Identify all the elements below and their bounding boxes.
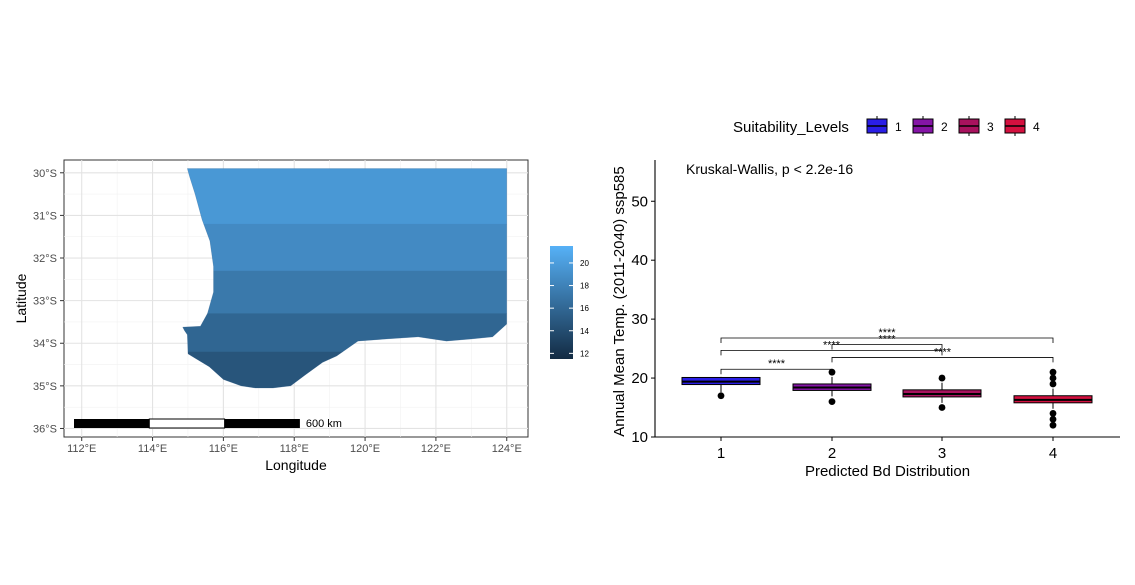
box-outlier [1049,410,1057,417]
box-y-tick-label: 30 [631,311,648,328]
map-band [182,223,507,272]
significance-bracket [720,337,1054,343]
box-outlier [1049,374,1057,382]
map-x-tick-label: 124°E [492,443,522,455]
significance-label: **** [934,346,952,358]
box-x-tick-label: 4 [1049,445,1057,462]
map-x-tick-label: 116°E [209,443,238,455]
map-y-axis-label: Latitude [13,273,29,323]
map-x-tick-label: 122°E [421,443,451,455]
box-y-tick-label: 50 [631,193,648,210]
colorbar-tick-label: 14 [580,327,589,336]
map-x-axis-label: Longitude [265,457,327,473]
significance-bracket [831,357,1054,363]
legend-title: Suitability_Levels [733,119,849,136]
map-y-tick-label: 31°S [33,210,57,222]
box-outlier [1049,380,1057,388]
box-outlier [1049,368,1057,376]
kruskal-wallis-annotation: Kruskal-Wallis, p < 2.2e-16 [686,161,853,177]
map-band [182,270,507,314]
map-panel: 600 km 112°E 114°E 116°E 118°E 120°E 122°E 124°… [13,159,589,473]
map-x-tick-label: 112°E [67,443,96,455]
map-band [182,168,507,225]
box-outlier [828,398,836,406]
map-y-tick-label: 36°S [33,423,57,435]
colorbar-tick-label: 16 [580,304,589,313]
map-x-tick-label: 120°E [350,443,380,455]
significance-bracket [720,349,943,356]
significance-bracket [831,344,943,350]
colorbar [550,246,573,359]
scalebar-label: 600 km [306,418,342,430]
colorbar-tick-label: 20 [580,259,589,268]
scalebar-segment [224,419,300,428]
boxplot-panel: 10 20 30 40 50 1 2 3 4 Predicted Bd Distribution A… [611,116,1120,480]
map-x-tick-label: 118°E [280,443,309,455]
colorbar-tick-label: 18 [580,282,589,291]
box-outlier [717,392,725,400]
significance-label: **** [768,358,786,370]
box-y-tick-label: 40 [631,252,648,269]
map-region-outline [182,168,507,389]
legend-label: 3 [987,120,994,134]
box-y-tick-label: 20 [631,370,648,387]
map-y-tick-label: 32°S [33,253,57,265]
legend-label: 1 [895,120,902,134]
scalebar-segment [74,419,150,428]
legend-label: 4 [1033,120,1040,134]
box-x-tick-label: 3 [938,445,946,462]
box-outlier [1049,415,1057,423]
box-y-axis-label: Annual Mean Temp. (2011-2040) ssp585 [611,166,628,436]
box-x-axis-label: Predicted Bd Distribution [805,463,970,480]
map-y-tick-label: 30°S [33,168,57,180]
box-outlier [938,374,946,382]
box-x-tick-label: 2 [828,445,836,462]
map-x-tick-label: 114°E [138,443,167,455]
box-x-tick-label: 1 [717,445,725,462]
colorbar-tick-label: 12 [580,349,589,358]
legend-label: 2 [941,120,948,134]
scalebar-segment [148,418,226,429]
map-y-tick-label: 33°S [33,296,57,308]
box-outlier [1049,421,1057,429]
map-y-tick-label: 35°S [33,381,57,393]
significance-label: **** [878,333,896,345]
significance-bracket [720,368,833,375]
box-y-tick-label: 10 [631,429,648,446]
box-outlier [938,404,946,411]
map-y-tick-label: 34°S [33,338,57,350]
significance-label: **** [878,327,896,339]
